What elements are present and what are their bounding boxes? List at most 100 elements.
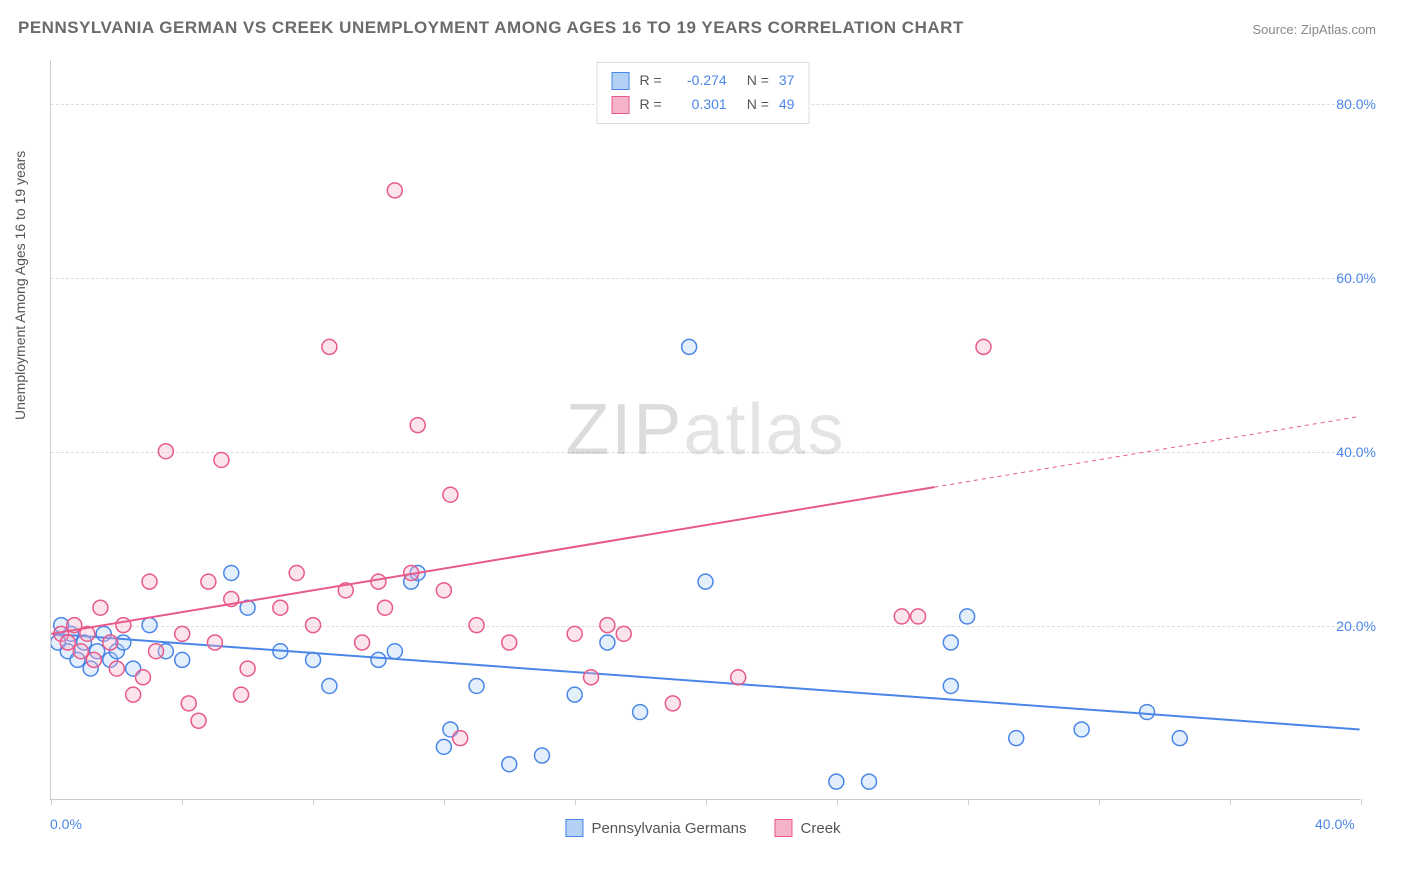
data-point	[1172, 731, 1187, 746]
legend-bottom-item: Creek	[775, 819, 841, 837]
data-point	[633, 705, 648, 720]
data-point	[142, 618, 157, 633]
legend-n-label: N =	[747, 93, 769, 117]
x-tick	[444, 799, 445, 805]
x-tick	[51, 799, 52, 805]
data-point	[273, 600, 288, 615]
data-point	[201, 574, 216, 589]
data-point	[135, 670, 150, 685]
legend-n-label: N =	[747, 69, 769, 93]
data-point	[60, 635, 75, 650]
data-point	[387, 183, 402, 198]
data-point	[371, 652, 386, 667]
legend-r-label: R =	[640, 69, 662, 93]
legend-swatch	[612, 96, 630, 114]
data-point	[911, 609, 926, 624]
data-point	[387, 644, 402, 659]
data-point	[436, 583, 451, 598]
data-point	[175, 652, 190, 667]
data-point	[469, 678, 484, 693]
legend-r-value: -0.274	[672, 69, 727, 93]
x-tick-label: 0.0%	[50, 816, 82, 832]
data-point	[322, 678, 337, 693]
x-tick	[837, 799, 838, 805]
data-point	[240, 661, 255, 676]
data-point	[616, 626, 631, 641]
data-point	[567, 687, 582, 702]
data-point	[436, 739, 451, 754]
data-point	[86, 652, 101, 667]
x-tick	[313, 799, 314, 805]
legend-r-value: 0.301	[672, 93, 727, 117]
trend-line-dashed	[934, 416, 1359, 487]
data-point	[960, 609, 975, 624]
data-point	[534, 748, 549, 763]
legend-bottom-item: Pennsylvania Germans	[565, 819, 746, 837]
data-point	[453, 731, 468, 746]
scatter-svg	[51, 60, 1360, 799]
data-point	[158, 444, 173, 459]
data-point	[289, 565, 304, 580]
data-point	[142, 574, 157, 589]
data-point	[306, 618, 321, 633]
x-tick-label: 40.0%	[1315, 816, 1355, 832]
data-point	[731, 670, 746, 685]
chart-title: PENNSYLVANIA GERMAN VS CREEK UNEMPLOYMEN…	[18, 18, 964, 38]
data-point	[502, 635, 517, 650]
legend-top-row: R = -0.274 N = 37	[612, 69, 795, 93]
data-point	[410, 418, 425, 433]
legend-swatch	[775, 819, 793, 837]
data-point	[93, 600, 108, 615]
data-point	[371, 574, 386, 589]
legend-r-label: R =	[640, 93, 662, 117]
data-point	[103, 635, 118, 650]
data-point	[214, 452, 229, 467]
data-point	[976, 339, 991, 354]
data-point	[469, 618, 484, 633]
data-point	[584, 670, 599, 685]
legend-swatch	[565, 819, 583, 837]
data-point	[73, 644, 88, 659]
x-tick	[575, 799, 576, 805]
legend-swatch	[612, 72, 630, 90]
data-point	[1140, 705, 1155, 720]
data-point	[600, 618, 615, 633]
trend-line	[51, 487, 934, 634]
data-point	[207, 635, 222, 650]
data-point	[943, 678, 958, 693]
data-point	[377, 600, 392, 615]
data-point	[443, 487, 458, 502]
legend-top-row: R = 0.301 N = 49	[612, 93, 795, 117]
data-point	[862, 774, 877, 789]
y-axis-label: Unemployment Among Ages 16 to 19 years	[12, 151, 28, 420]
data-point	[1009, 731, 1024, 746]
data-point	[894, 609, 909, 624]
data-point	[224, 565, 239, 580]
legend-series-label: Creek	[801, 820, 841, 837]
legend-n-value: 49	[779, 93, 795, 117]
x-tick	[1099, 799, 1100, 805]
x-tick	[1230, 799, 1231, 805]
data-point	[109, 661, 124, 676]
x-tick	[968, 799, 969, 805]
data-point	[322, 339, 337, 354]
trend-line	[51, 634, 1359, 730]
data-point	[567, 626, 582, 641]
data-point	[175, 626, 190, 641]
data-point	[665, 696, 680, 711]
data-point	[600, 635, 615, 650]
data-point	[698, 574, 713, 589]
correlation-legend: R = -0.274 N = 37 R = 0.301 N = 49	[597, 62, 810, 124]
legend-series-label: Pennsylvania Germans	[591, 820, 746, 837]
data-point	[116, 618, 131, 633]
data-point	[502, 757, 517, 772]
data-point	[355, 635, 370, 650]
series-legend: Pennsylvania Germans Creek	[565, 819, 840, 837]
data-point	[191, 713, 206, 728]
chart-plot-area: ZIPatlas	[50, 60, 1360, 800]
data-point	[1074, 722, 1089, 737]
x-tick	[182, 799, 183, 805]
data-point	[181, 696, 196, 711]
x-tick	[1361, 799, 1362, 805]
legend-n-value: 37	[779, 69, 795, 93]
